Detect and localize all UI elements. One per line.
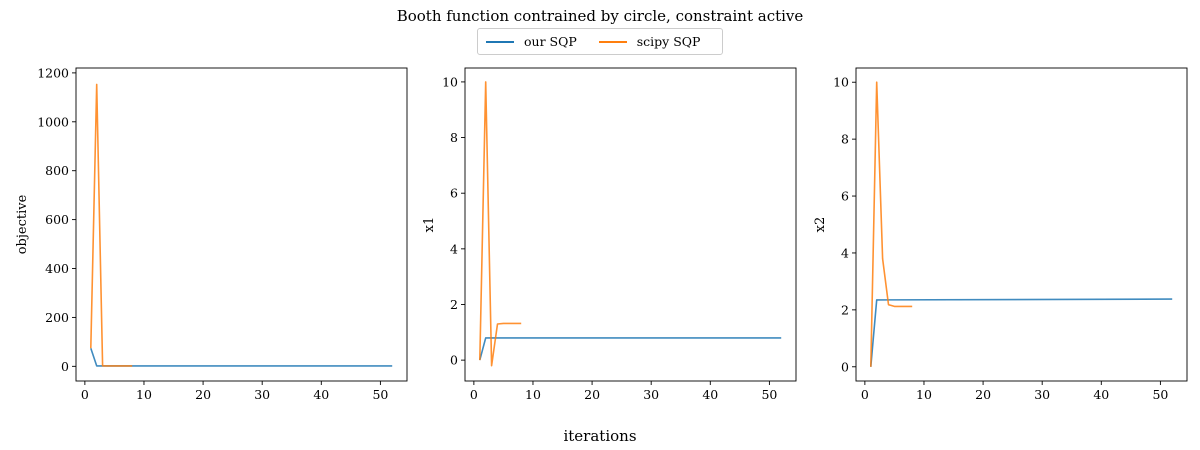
- plot-frame: [855, 67, 1188, 382]
- y-tick-label: 10: [833, 75, 849, 90]
- x-tick-label: 10: [525, 387, 541, 402]
- x-tick-label: 40: [702, 387, 718, 402]
- chart-panel-1: 0 10 20 30 40 50 0 200 400 600 800 1000 1200 objectiv…: [15, 65, 408, 402]
- x-tick-label: 0: [470, 387, 478, 402]
- series-line-scipy-sqp: [90, 83, 133, 367]
- legend-label-our-sqp: our SQP: [524, 34, 577, 49]
- x-tick-label: 20: [584, 387, 600, 402]
- x-tick-label: 40: [1093, 387, 1109, 402]
- x-tick-label: 50: [1152, 387, 1168, 402]
- y-tick-label: 0: [841, 359, 849, 374]
- x-tick-label: 0: [861, 387, 869, 402]
- x-tick-label: 20: [195, 387, 211, 402]
- legend: our SQP scipy SQP: [477, 28, 723, 55]
- y-tick-label: 600: [45, 212, 69, 227]
- series-line-our-sqp: [479, 337, 782, 361]
- chart-panel-2: 0 10 20 30 40 50 0 2 4 6 8 10 x1: [422, 67, 797, 402]
- x-tick-label: 0: [81, 387, 89, 402]
- x-tick-label: 10: [916, 387, 932, 402]
- y-axis-label: x2: [813, 217, 828, 233]
- series-line-our-sqp: [90, 347, 393, 367]
- legend-swatch-scipy-sqp: [598, 40, 627, 43]
- y-tick-label: 6: [841, 189, 849, 204]
- x-tick-label: 10: [136, 387, 152, 402]
- y-tick-label: 0: [450, 353, 458, 368]
- x-tick-label: 30: [643, 387, 659, 402]
- y-tick-label: 8: [841, 132, 849, 147]
- y-tick-label: 6: [450, 186, 458, 201]
- y-tick-label: 2: [450, 297, 458, 312]
- y-tick-label: 10: [442, 74, 458, 89]
- y-tick-label: 1000: [37, 114, 69, 129]
- series-line-scipy-sqp: [479, 81, 522, 367]
- legend-label-scipy-sqp: scipy SQP: [636, 34, 701, 49]
- legend-swatch-our-sqp: [486, 40, 514, 43]
- figure-x-axis-label: iterations: [563, 427, 637, 445]
- plot-frame: [75, 67, 408, 382]
- x-tick-label: 20: [975, 387, 991, 402]
- series-line-our-sqp: [870, 298, 1173, 367]
- y-tick-label: 200: [45, 310, 69, 325]
- series-line-scipy-sqp: [870, 81, 913, 367]
- legend-item-our-sqp: our SQP: [486, 34, 577, 49]
- figure-title: Booth function contrained by circle, con…: [396, 7, 804, 25]
- x-tick-label: 40: [313, 387, 329, 402]
- y-tick-label: 400: [45, 261, 69, 276]
- y-tick-label: 4: [841, 245, 849, 260]
- x-tick-label: 50: [761, 387, 777, 402]
- y-axis-label: x1: [422, 217, 437, 233]
- y-tick-label: 2: [841, 302, 849, 317]
- y-tick-label: 4: [450, 241, 458, 256]
- x-tick-label: 50: [372, 387, 388, 402]
- y-axis-label: objective: [15, 194, 30, 254]
- y-tick-label: 8: [450, 130, 458, 145]
- y-tick-label: 800: [45, 163, 69, 178]
- y-tick-label: 1200: [37, 65, 69, 80]
- x-tick-label: 30: [254, 387, 270, 402]
- x-tick-label: 30: [1034, 387, 1050, 402]
- legend-item-scipy-sqp: scipy SQP: [598, 34, 701, 49]
- chart-panel-3: 0 10 20 30 40 50 0 2 4 6 8 10 x2: [813, 67, 1188, 402]
- plot-frame: [464, 67, 797, 382]
- y-tick-label: 0: [61, 359, 69, 374]
